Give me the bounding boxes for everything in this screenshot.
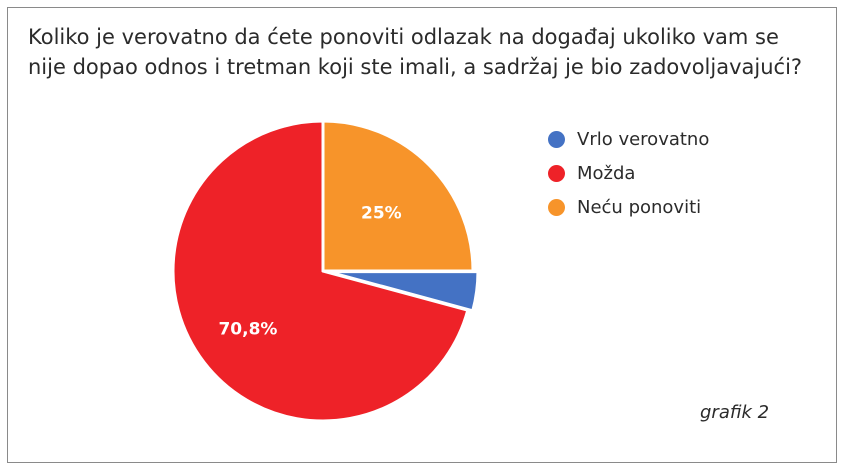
legend-label-vrlo-verovatno: Vrlo verovatno <box>577 128 710 150</box>
legend-label-mozda: Možda <box>577 162 636 184</box>
legend-item-vrlo-verovatno: Vrlo verovatno <box>548 122 709 156</box>
legend-item-mozda: Možda <box>548 156 709 190</box>
legend-item-necu-ponoviti: Neću ponoviti <box>548 190 709 224</box>
pie-slice-mozda <box>171 119 470 423</box>
chart-title-line-1: Koliko je verovatno da ćete ponoviti odl… <box>28 25 779 49</box>
legend-swatch-vrlo-verovatno <box>548 130 565 148</box>
chart-title: Koliko je verovatno da ćete ponoviti odl… <box>28 22 818 82</box>
legend-swatch-necu-ponoviti <box>548 198 565 216</box>
chart-legend: Vrlo verovatno Možda Neću ponoviti <box>548 122 709 224</box>
chart-caption: grafik 2 <box>700 402 770 423</box>
legend-swatch-mozda <box>548 164 565 182</box>
pie-data-label-necu-ponoviti: 25% <box>361 204 402 224</box>
pie-slice-necu-ponoviti <box>321 119 475 273</box>
chart-title-line-2: nije dopao odnos i tretman koji ste imal… <box>28 55 803 79</box>
legend-label-necu-ponoviti: Neću ponoviti <box>577 196 702 218</box>
pie-data-label-mozda: 70,8% <box>218 319 277 339</box>
